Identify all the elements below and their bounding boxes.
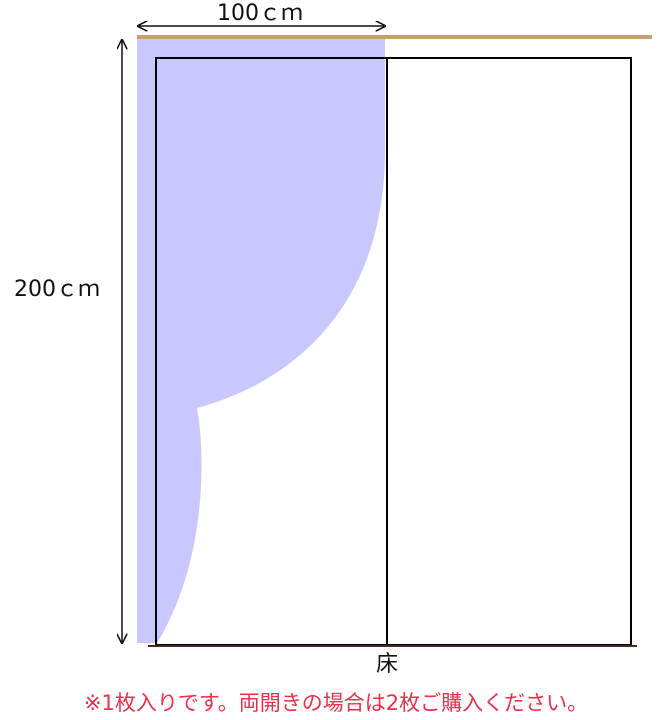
floor-label: 床 bbox=[376, 652, 398, 677]
height-label: 200ｃｍ bbox=[14, 277, 100, 302]
note: ※1枚入りです。両開きの場合は2枚ご購入ください。 bbox=[84, 691, 588, 715]
width-label: 100ｃｍ bbox=[217, 1, 303, 26]
curtain bbox=[137, 37, 385, 643]
